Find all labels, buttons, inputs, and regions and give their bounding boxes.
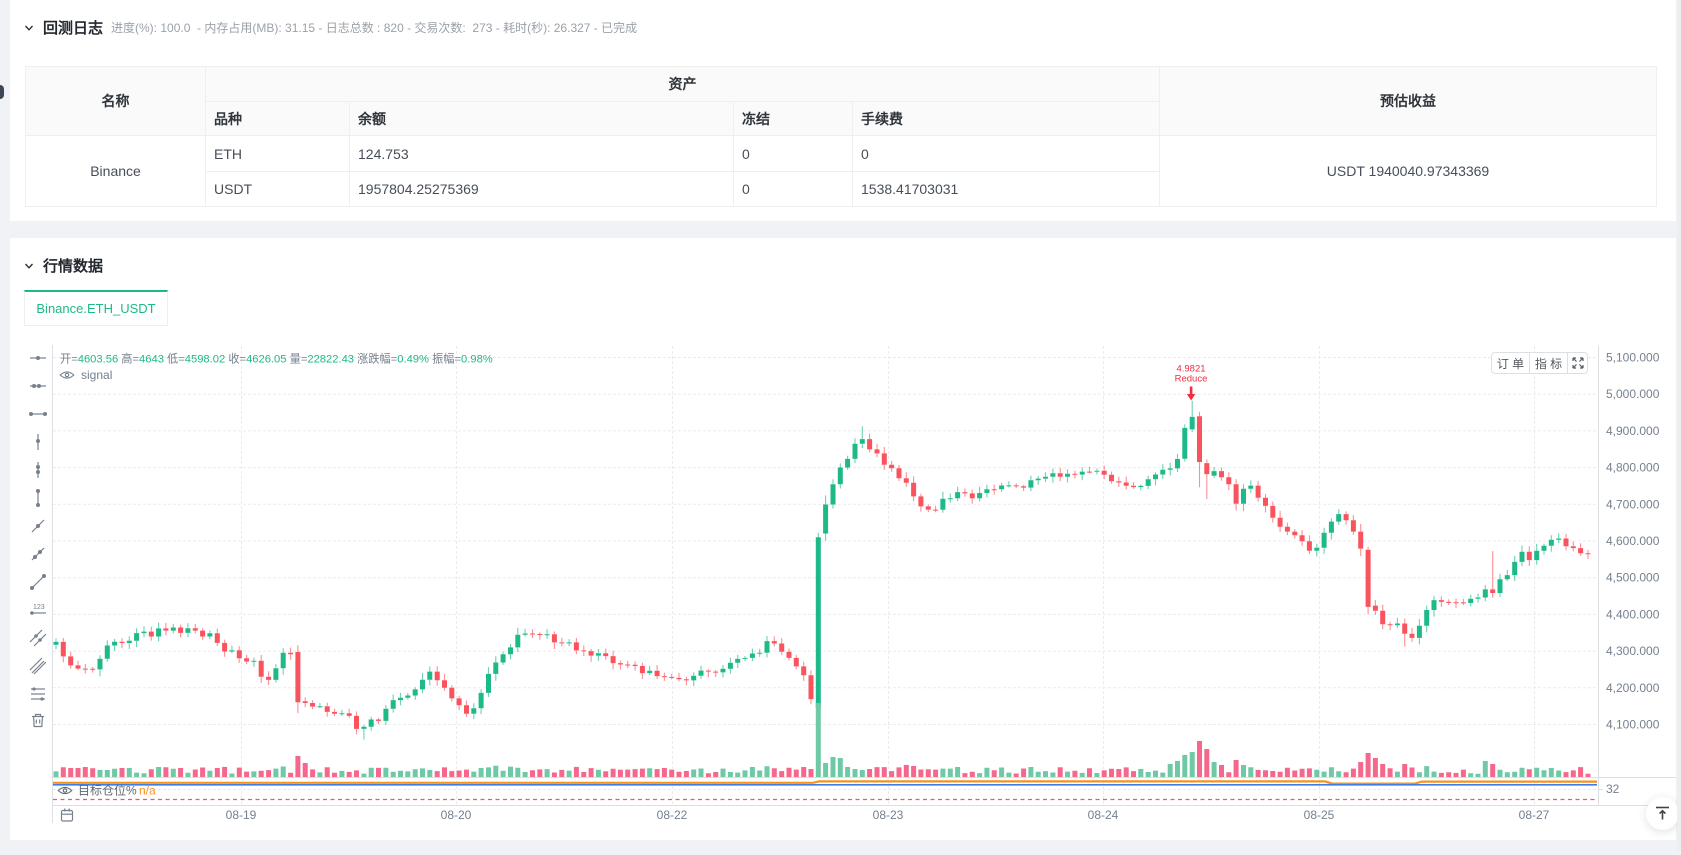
svg-text:4,700.000: 4,700.000 bbox=[1606, 497, 1660, 511]
svg-text:开=4603.56 高=4643 低=4598.02 收=4: 开=4603.56 高=4643 低=4598.02 收=4626.05 量=2… bbox=[60, 352, 493, 366]
svg-text:Reduce: Reduce bbox=[1175, 374, 1208, 385]
svg-text:08-19: 08-19 bbox=[226, 808, 257, 822]
svg-text:08-20: 08-20 bbox=[441, 808, 472, 822]
svg-text:123: 123 bbox=[33, 604, 45, 611]
svg-text:4,800.000: 4,800.000 bbox=[1606, 461, 1660, 475]
svg-text:08-27: 08-27 bbox=[1519, 808, 1550, 822]
svg-text:08-22: 08-22 bbox=[657, 808, 688, 822]
svg-text:08-23: 08-23 bbox=[873, 808, 904, 822]
svg-text:08-24: 08-24 bbox=[1088, 808, 1119, 822]
svg-text:4,100.000: 4,100.000 bbox=[1606, 718, 1660, 732]
svg-text:4,300.000: 4,300.000 bbox=[1606, 644, 1660, 658]
svg-text:4,900.000: 4,900.000 bbox=[1606, 424, 1660, 438]
svg-text:5,100.000: 5,100.000 bbox=[1606, 351, 1660, 365]
svg-text:4,200.000: 4,200.000 bbox=[1606, 681, 1660, 695]
svg-text:5,000.000: 5,000.000 bbox=[1606, 387, 1660, 401]
svg-text:目标仓位%: 目标仓位% bbox=[78, 783, 137, 798]
svg-text:4,600.000: 4,600.000 bbox=[1606, 534, 1660, 548]
svg-text:4,500.000: 4,500.000 bbox=[1606, 571, 1660, 585]
svg-text:4.9821: 4.9821 bbox=[1176, 364, 1205, 375]
svg-text:08-25: 08-25 bbox=[1304, 808, 1335, 822]
svg-text:signal: signal bbox=[81, 368, 112, 382]
svg-text:n/a: n/a bbox=[139, 784, 156, 798]
svg-text:32: 32 bbox=[1606, 782, 1620, 796]
svg-text:4,400.000: 4,400.000 bbox=[1606, 607, 1660, 621]
